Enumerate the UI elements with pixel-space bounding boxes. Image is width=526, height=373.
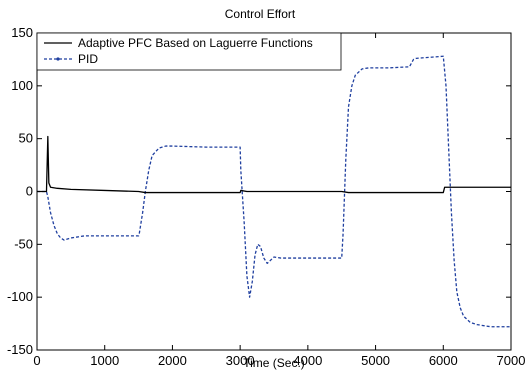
legend-label-pid: PID <box>78 52 98 66</box>
x-tick-label: 4000 <box>293 353 322 368</box>
y-tick-label: -150 <box>7 342 33 357</box>
y-tick-label: 150 <box>11 25 33 40</box>
legend-label-pfc: Adaptive PFC Based on Laguerre Functions <box>78 36 313 50</box>
y-tick-label: -50 <box>14 236 33 251</box>
x-tick-label: 6000 <box>429 353 458 368</box>
y-tick-label: 0 <box>26 184 33 199</box>
series-lines <box>37 55 511 328</box>
x-tick-label: 2000 <box>158 353 187 368</box>
series-line-pid <box>37 55 511 328</box>
x-tick-labels: 0 1000 2000 3000 4000 5000 6000 7000 <box>33 353 525 368</box>
y-tick-label: -100 <box>7 289 33 304</box>
legend-box <box>36 32 342 71</box>
x-tick-label: 7000 <box>497 353 526 368</box>
legend-marker-pid <box>56 57 60 61</box>
y-tick-label: 100 <box>11 78 33 93</box>
series-line-adaptive-pfc <box>37 135 511 194</box>
chart-title: Control Effort <box>225 7 296 21</box>
legend: Adaptive PFC Based on Laguerre Functions… <box>36 32 342 71</box>
x-tick-label: 1000 <box>90 353 119 368</box>
x-tick-label: 3000 <box>226 353 255 368</box>
x-tick-label: 0 <box>33 353 40 368</box>
x-tick-label: 5000 <box>361 353 390 368</box>
x-axis-title: Time (Sec.) <box>243 356 305 370</box>
y-tick-label: 50 <box>19 131 33 146</box>
y-tick-labels: -150 -100 -50 0 50 100 150 <box>7 25 33 357</box>
